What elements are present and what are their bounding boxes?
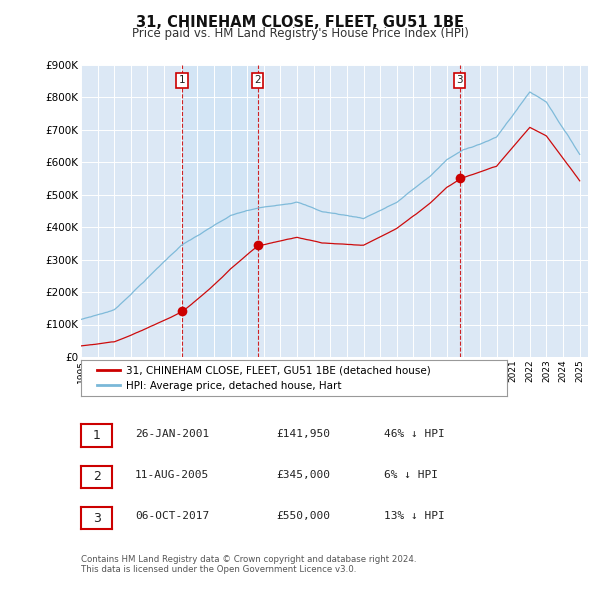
Text: Contains HM Land Registry data © Crown copyright and database right 2024.: Contains HM Land Registry data © Crown c… (81, 555, 416, 563)
Text: 06-OCT-2017: 06-OCT-2017 (135, 512, 209, 521)
Text: 1: 1 (179, 75, 185, 85)
Text: 26-JAN-2001: 26-JAN-2001 (135, 429, 209, 438)
Text: 1: 1 (92, 429, 101, 442)
Text: This data is licensed under the Open Government Licence v3.0.: This data is licensed under the Open Gov… (81, 565, 356, 574)
Text: Price paid vs. HM Land Registry's House Price Index (HPI): Price paid vs. HM Land Registry's House … (131, 27, 469, 40)
Text: 3: 3 (92, 512, 101, 525)
Text: 13% ↓ HPI: 13% ↓ HPI (384, 512, 445, 521)
Text: 46% ↓ HPI: 46% ↓ HPI (384, 429, 445, 438)
Text: £550,000: £550,000 (276, 512, 330, 521)
Text: 31, CHINEHAM CLOSE, FLEET, GU51 1BE: 31, CHINEHAM CLOSE, FLEET, GU51 1BE (136, 15, 464, 30)
Text: £345,000: £345,000 (276, 470, 330, 480)
Text: 3: 3 (456, 75, 463, 85)
Text: 6% ↓ HPI: 6% ↓ HPI (384, 470, 438, 480)
Text: 11-AUG-2005: 11-AUG-2005 (135, 470, 209, 480)
Text: £141,950: £141,950 (276, 429, 330, 438)
Legend: 31, CHINEHAM CLOSE, FLEET, GU51 1BE (detached house), HPI: Average price, detach: 31, CHINEHAM CLOSE, FLEET, GU51 1BE (det… (92, 362, 435, 395)
Text: 2: 2 (92, 470, 101, 483)
Bar (182, 65, 257, 357)
Text: 2: 2 (254, 75, 261, 85)
